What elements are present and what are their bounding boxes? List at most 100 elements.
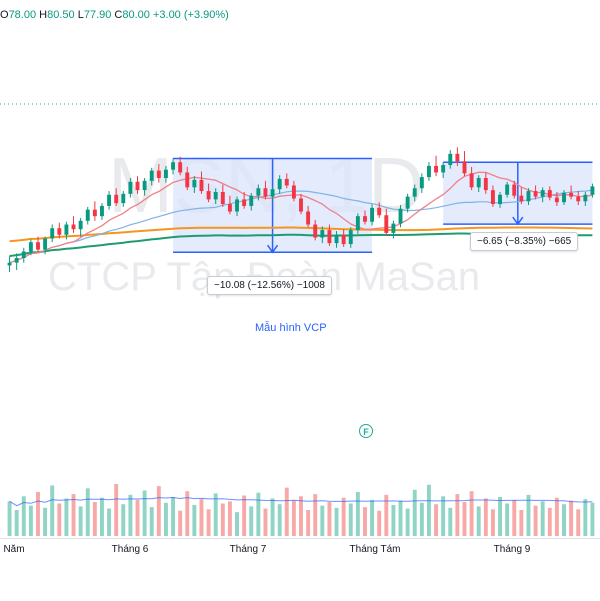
volume-bar	[398, 500, 403, 536]
volume-bar	[448, 507, 453, 536]
volume-bar	[306, 510, 311, 536]
candle-body	[36, 242, 40, 250]
candle-body	[235, 199, 239, 212]
candle-body	[434, 165, 439, 173]
volume-bar	[149, 507, 154, 536]
candle-body	[441, 165, 446, 173]
candle-body	[78, 220, 83, 230]
candle-body	[490, 190, 495, 205]
volume-bar	[277, 504, 282, 536]
ma-longest-line	[9, 226, 593, 243]
volume-bar	[199, 499, 204, 536]
candle-body	[533, 191, 538, 197]
volume-bar	[128, 494, 133, 536]
candle-body	[476, 178, 481, 188]
candles	[7, 147, 595, 272]
volume-bar	[121, 504, 126, 536]
candle-body	[284, 178, 289, 186]
volume-bar	[490, 509, 495, 536]
candle-body	[213, 191, 218, 200]
candle-body	[299, 198, 303, 212]
volume-bar	[547, 507, 552, 536]
volume-bar	[519, 510, 524, 536]
volume-bar	[313, 494, 318, 536]
candle-body	[576, 196, 581, 202]
event-badge[interactable]: F	[359, 424, 373, 438]
candle-body	[206, 191, 211, 200]
measure-arrow-head	[266, 244, 279, 254]
volume-bar	[405, 508, 410, 536]
volume-bar	[384, 494, 389, 536]
volume-bar	[434, 504, 439, 536]
candle-body	[554, 197, 559, 203]
volume-bar	[299, 496, 303, 536]
candle-body	[398, 208, 403, 224]
volume-bar	[512, 499, 517, 536]
volume-bar	[569, 500, 574, 536]
volume-bar	[171, 497, 176, 536]
candle-body	[256, 188, 261, 196]
measure-label-1: −10.08 (−12.56%) −1008	[207, 276, 332, 295]
candle-body	[291, 185, 296, 199]
candle-body	[462, 161, 467, 174]
candle-body	[569, 192, 574, 197]
candle-body	[277, 178, 282, 190]
candle-body	[114, 194, 119, 204]
x-tick-label: Tháng 9	[493, 544, 531, 555]
candle-body	[306, 211, 311, 225]
candle-body	[163, 169, 168, 179]
candle-body	[50, 228, 55, 239]
candle-body	[270, 189, 275, 197]
candle-body	[178, 162, 183, 173]
candle-body	[455, 153, 460, 162]
volume-bar	[291, 500, 296, 536]
volume-bars	[7, 484, 595, 536]
volume-bar	[554, 497, 559, 536]
candle-body	[220, 191, 225, 205]
candle-body	[562, 192, 566, 203]
candle-body	[498, 194, 502, 205]
volume-bar	[526, 494, 531, 536]
candle-body	[370, 207, 375, 222]
candle-body	[583, 194, 588, 202]
candle-body	[334, 234, 339, 244]
volume-bar	[213, 493, 218, 536]
volume-bar	[320, 505, 325, 536]
candle-body	[28, 242, 33, 252]
volume-bar	[249, 506, 254, 536]
low-label: L	[77, 9, 84, 21]
close-label: C	[114, 9, 123, 21]
volume-bar	[348, 503, 353, 536]
volume-ma-line	[9, 496, 593, 507]
candle-body	[71, 224, 76, 230]
candle-body	[242, 199, 247, 206]
volume-bar	[334, 507, 339, 536]
candle-body	[363, 216, 367, 222]
volume-bar	[57, 503, 62, 536]
x-tick-label: Tháng Tám	[349, 544, 401, 555]
candle-body	[512, 184, 517, 196]
candle-body	[419, 177, 424, 189]
candle-body	[185, 172, 190, 188]
volume-bar	[235, 512, 239, 536]
candle-body	[128, 181, 133, 194]
volume-bar	[391, 504, 396, 536]
candle-body	[341, 234, 346, 245]
low-value: 77.90	[83, 9, 112, 21]
volume-bar	[64, 498, 69, 536]
candle-body	[227, 204, 232, 212]
open-label: O	[0, 9, 9, 21]
volume-bar	[505, 503, 510, 536]
candle-body	[526, 191, 531, 202]
x-axis: Năm Tháng 6 Tháng 7 Tháng Tám Tháng 9	[0, 538, 600, 601]
volume-bar	[185, 491, 190, 536]
volume-bar	[412, 489, 417, 536]
candle-body	[348, 230, 353, 245]
candle-body	[547, 190, 552, 198]
candle-body	[327, 230, 332, 244]
volume-bar	[263, 508, 268, 536]
candle-body	[469, 173, 474, 188]
candle-body	[100, 205, 104, 217]
